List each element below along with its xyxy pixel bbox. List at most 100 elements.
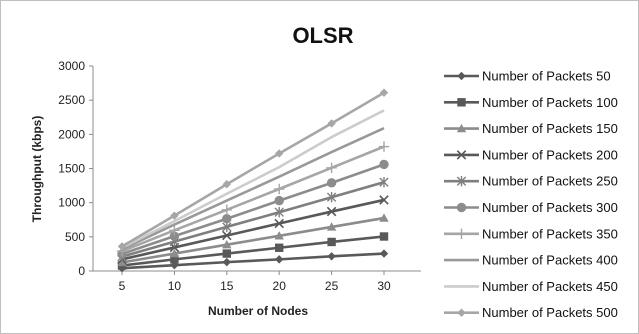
- data-point: [327, 119, 336, 128]
- series-line: [121, 127, 385, 251]
- data-point: [169, 231, 180, 241]
- legend-marker: [456, 202, 467, 213]
- legend-item: Number of Packets 250: [444, 174, 618, 189]
- legend-label: Number of Packets 50: [482, 69, 611, 84]
- y-axis-title: Throughput (kbps): [30, 116, 44, 223]
- data-point: [222, 230, 232, 241]
- legend-item: Number of Packets 50: [444, 69, 611, 84]
- data-point: [169, 225, 180, 236]
- legend-marker: [457, 71, 466, 81]
- data-point: [379, 232, 389, 241]
- data-point: [378, 141, 390, 152]
- x-tick-label: 10: [168, 279, 182, 293]
- series-6: [117, 159, 389, 259]
- series-3: [117, 213, 389, 267]
- data-point: [274, 195, 284, 206]
- legend-item: Number of Packets 300: [444, 200, 618, 215]
- series-line: [121, 235, 385, 267]
- data-point: [326, 222, 337, 231]
- legend-marker: [457, 98, 466, 107]
- data-point: [221, 204, 232, 216]
- legend-marker: [456, 123, 467, 133]
- series-line: [121, 180, 385, 258]
- data-point: [379, 195, 389, 205]
- data-point: [379, 88, 389, 97]
- data-point: [275, 255, 284, 264]
- series-line: [121, 163, 385, 256]
- series-line: [121, 145, 385, 253]
- x-axis-title: Number of Nodes: [208, 304, 308, 318]
- data-point: [222, 239, 232, 249]
- data-point: [327, 237, 336, 247]
- data-point: [275, 149, 284, 158]
- data-point: [274, 207, 284, 218]
- data-point: [379, 249, 389, 258]
- data-point: [169, 248, 180, 258]
- series-line: [121, 109, 385, 249]
- y-tick-label: 0: [78, 264, 85, 278]
- series-line: [121, 216, 385, 264]
- data-point: [222, 180, 231, 189]
- legend-label: Number of Packets 200: [482, 147, 618, 162]
- legend-item: Number of Packets 150: [444, 121, 618, 136]
- y-tick-label: 1000: [58, 196, 85, 210]
- data-point: [274, 218, 284, 229]
- data-point: [170, 211, 179, 220]
- data-point: [274, 231, 284, 240]
- legend-item: Number of Packets 500: [444, 305, 618, 320]
- data-point: [326, 192, 337, 203]
- y-tick-label: 3000: [58, 59, 85, 73]
- legend: Number of Packets 50 Number of Packets 10…: [444, 69, 618, 320]
- series-line: [121, 252, 385, 270]
- legend-marker: [457, 308, 466, 317]
- legend-item: Number of Packets 100: [444, 95, 618, 110]
- legend-item: Number of Packets 350: [444, 226, 618, 241]
- series-line: [121, 198, 385, 261]
- legend-label: Number of Packets 250: [482, 174, 618, 189]
- data-point: [117, 242, 127, 251]
- y-tick-label: 2000: [58, 127, 85, 141]
- series-5: [117, 176, 389, 262]
- legend-label: Number of Packets 350: [482, 226, 618, 241]
- data-point: [222, 257, 231, 267]
- series-7: [116, 141, 390, 257]
- data-point: [326, 162, 337, 174]
- legend-label: Number of Packets 300: [482, 200, 618, 215]
- legend-item: Number of Packets 400: [444, 253, 618, 268]
- y-tick-label: 2500: [58, 93, 85, 107]
- data-point: [379, 159, 389, 170]
- legend-label: Number of Packets 150: [482, 121, 618, 136]
- series-line: [121, 91, 385, 248]
- series-group: [116, 88, 390, 273]
- y-tick-label: 1500: [58, 162, 85, 176]
- data-point: [222, 214, 232, 224]
- data-point: [274, 183, 285, 195]
- data-point: [222, 249, 231, 258]
- x-tick-label: 15: [220, 279, 234, 293]
- x-tick-label: 20: [273, 279, 287, 293]
- legend-label: Number of Packets 450: [482, 279, 618, 294]
- x-tick-label: 30: [377, 279, 391, 293]
- series-9: [121, 109, 385, 249]
- data-point: [379, 213, 389, 222]
- y-axis-ticks: 0 500 1000 1500 2000 2500 3000: [58, 59, 93, 278]
- legend-label: Number of Packets 100: [482, 95, 618, 110]
- data-point: [117, 257, 127, 267]
- data-point: [326, 178, 337, 188]
- data-point: [327, 252, 336, 261]
- legend-marker: [456, 176, 467, 187]
- legend-marker: [456, 228, 467, 239]
- data-point: [222, 221, 232, 233]
- legend-item: Number of Packets 450: [444, 279, 618, 294]
- x-axis-ticks: 5 10 15 20 25 30: [119, 271, 391, 293]
- series-10: [117, 88, 389, 251]
- data-point: [170, 255, 179, 264]
- legend-label: Number of Packets 500: [482, 305, 618, 320]
- data-point: [379, 176, 389, 188]
- data-point: [326, 206, 337, 217]
- y-tick-label: 500: [65, 230, 85, 244]
- x-tick-label: 5: [119, 279, 126, 293]
- series-8: [121, 127, 385, 251]
- legend-label: Number of Packets 400: [482, 253, 618, 268]
